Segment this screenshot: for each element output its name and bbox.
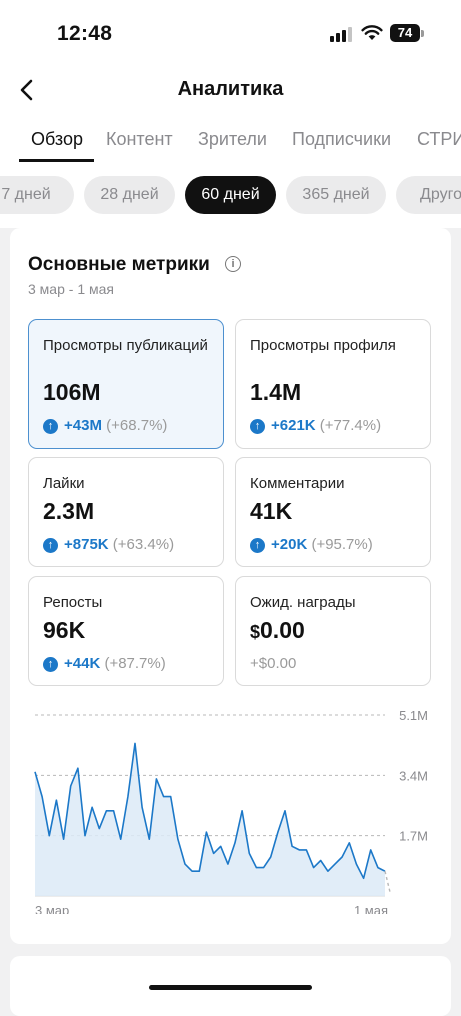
tab-content[interactable]: Контент bbox=[106, 129, 173, 149]
metric-value: $0.00 bbox=[250, 617, 305, 644]
metric-change: ↑ +43M (+68.7%) bbox=[43, 417, 167, 434]
tab-viewers[interactable]: Зрители bbox=[198, 129, 267, 149]
back-arrow-icon[interactable] bbox=[14, 76, 42, 104]
y-tick-label: 5.1M bbox=[399, 708, 428, 723]
metric-delta: +875K bbox=[64, 536, 109, 553]
metric-profile-views[interactable]: Просмотры профиля 1.4M ↑ +621K (+77.4%) bbox=[235, 319, 431, 449]
metric-change: ↑ +621K (+77.4%) bbox=[250, 417, 381, 434]
metric-label: Комментарии bbox=[250, 475, 345, 492]
metric-likes[interactable]: Лайки 2.3M ↑ +875K (+63.4%) bbox=[28, 457, 224, 567]
currency-symbol: $ bbox=[250, 622, 261, 642]
range-365-days-chip[interactable]: 365 дней bbox=[286, 176, 386, 214]
range-60-days-chip[interactable]: 60 дней bbox=[185, 176, 276, 214]
arrow-up-icon: ↑ bbox=[250, 419, 265, 434]
metric-change: ↑ +875K (+63.4%) bbox=[43, 536, 174, 553]
metric-label: Просмотры публикаций bbox=[43, 337, 208, 354]
battery-cap bbox=[421, 30, 424, 37]
metric-percent: (+77.4%) bbox=[319, 417, 382, 434]
y-tick-label: 1.7M bbox=[399, 829, 428, 844]
tab-followers[interactable]: Подписчики bbox=[292, 129, 392, 149]
arrow-up-icon: ↑ bbox=[43, 657, 58, 672]
date-range-selector: 7 дней 28 дней 60 дней 365 дней Друго bbox=[0, 162, 461, 228]
metric-label: Лайки bbox=[43, 475, 85, 492]
active-tab-indicator bbox=[19, 159, 94, 162]
range-custom-chip[interactable]: Друго bbox=[396, 176, 461, 214]
metric-post-views[interactable]: Просмотры публикаций 106M ↑ +43M (+68.7%) bbox=[28, 319, 224, 449]
x-tick-label: 3 мар bbox=[35, 903, 69, 914]
card-title: Основные метрики bbox=[28, 254, 210, 275]
x-tick-label: 1 мая bbox=[354, 903, 388, 914]
arrow-up-icon: ↑ bbox=[250, 538, 265, 553]
status-time: 12:48 bbox=[57, 22, 113, 45]
nav-bar: Аналитика bbox=[0, 68, 461, 112]
metric-label: Репосты bbox=[43, 594, 103, 611]
arrow-up-icon: ↑ bbox=[43, 538, 58, 553]
metric-value: 96K bbox=[43, 617, 86, 643]
metric-estimated-rewards[interactable]: Ожид. награды $0.00 +$0.00 bbox=[235, 576, 431, 686]
metric-comments[interactable]: Комментарии 41K ↑ +20K (+95.7%) bbox=[235, 457, 431, 567]
area-fill bbox=[35, 743, 385, 896]
metric-label: Ожид. награды bbox=[250, 594, 356, 611]
metric-delta: +20K bbox=[271, 536, 308, 553]
info-icon[interactable]: i bbox=[225, 256, 241, 272]
metric-shares[interactable]: Репосты 96K ↑ +44K (+87.7%) bbox=[28, 576, 224, 686]
key-metrics-card: Основные метрики i 3 мар - 1 мая Просмот… bbox=[10, 228, 451, 944]
metric-percent: (+68.7%) bbox=[106, 417, 168, 434]
metric-change: ↑ +20K (+95.7%) bbox=[250, 536, 373, 553]
metric-delta: +$0.00 bbox=[250, 655, 297, 672]
metric-label: Просмотры профиля bbox=[250, 337, 396, 354]
metric-delta: +43M bbox=[64, 417, 102, 434]
tab-live[interactable]: СТРИ bbox=[417, 129, 461, 149]
metric-value: 1.4M bbox=[250, 379, 302, 405]
metric-change: ↑ +44K (+87.7%) bbox=[43, 655, 166, 672]
date-range-label: 3 мар - 1 мая bbox=[28, 281, 114, 297]
arrow-up-icon: ↑ bbox=[43, 419, 58, 434]
status-bar: 12:48 74 bbox=[0, 0, 461, 68]
metric-percent: (+95.7%) bbox=[311, 536, 373, 553]
range-7-days-chip[interactable]: 7 дней bbox=[0, 176, 74, 214]
metric-delta: +44K bbox=[64, 655, 101, 672]
range-28-days-chip[interactable]: 28 дней bbox=[84, 176, 175, 214]
page-title: Аналитика bbox=[177, 78, 284, 100]
tab-bar: Обзор Контент Зрители Подписчики СТРИ bbox=[0, 112, 461, 163]
metric-delta: +621K bbox=[271, 417, 316, 434]
tab-overview[interactable]: Обзор bbox=[31, 129, 83, 149]
metric-value: 41K bbox=[250, 498, 293, 524]
post-views-chart[interactable]: 5.1M 3.4M 1.7M 3 мар 1 мая bbox=[10, 704, 451, 914]
projection-line bbox=[384, 871, 391, 893]
metric-value: 106M bbox=[43, 379, 101, 405]
metric-percent: (+63.4%) bbox=[112, 536, 175, 553]
home-indicator[interactable] bbox=[149, 985, 312, 990]
series-line bbox=[34, 742, 386, 880]
cellular-signal-icon bbox=[330, 26, 354, 42]
metric-percent: (+87.7%) bbox=[104, 655, 166, 672]
y-tick-label: 3.4M bbox=[399, 768, 428, 783]
metric-amount: 0.00 bbox=[260, 617, 305, 643]
metric-value: 2.3M bbox=[43, 498, 95, 524]
battery-icon: 74 bbox=[390, 24, 420, 42]
wifi-icon bbox=[361, 25, 383, 40]
